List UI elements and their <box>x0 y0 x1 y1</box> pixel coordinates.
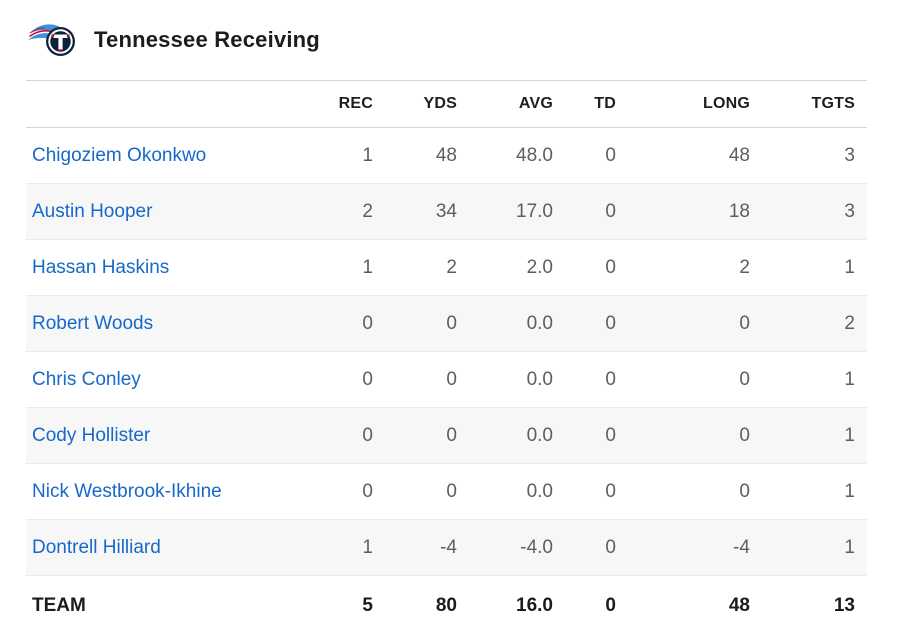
player-link[interactable]: Dontrell Hilliard <box>32 536 161 558</box>
page-title: Tennessee Receiving <box>94 27 320 52</box>
stat-cell: 0.0 <box>526 424 553 446</box>
column-header-player <box>26 81 326 128</box>
team-stat-cell: 5 <box>362 594 373 616</box>
column-header-td: TD <box>594 95 616 112</box>
player-link[interactable]: Nick Westbrook-Ikhine <box>32 480 222 502</box>
stat-cell: 0 <box>739 480 750 502</box>
stat-cell: 0 <box>605 144 616 166</box>
stat-cell: 2 <box>446 256 457 278</box>
column-header-avg: AVG <box>518 95 553 112</box>
stat-cell: 0 <box>605 368 616 390</box>
stat-cell: 0 <box>362 312 373 334</box>
stat-cell: 1 <box>844 480 855 502</box>
stat-cell: 1 <box>362 144 373 166</box>
table-row: Hassan Haskins 1 2 2.0 0 2 1 <box>26 240 867 296</box>
table-row: Chris Conley 0 0 0.0 0 0 1 <box>26 352 867 408</box>
tennessee-titans-logo-icon <box>28 24 75 56</box>
stat-cell: 3 <box>844 200 855 222</box>
player-link[interactable]: Chris Conley <box>32 368 141 390</box>
team-label: TEAM <box>32 594 86 616</box>
team-stat-cell: 0 <box>605 594 616 616</box>
table-row: Nick Westbrook-Ikhine 0 0 0.0 0 0 1 <box>26 464 867 520</box>
team-stat-cell: 13 <box>833 594 855 616</box>
stat-cell: 17.0 <box>516 200 553 222</box>
stat-cell: 2 <box>844 312 855 334</box>
team-stat-cell: 48 <box>728 594 750 616</box>
stat-cell: 0 <box>739 312 750 334</box>
stat-cell: 0 <box>605 536 616 558</box>
stat-cell: 0 <box>446 480 457 502</box>
stat-cell: 0 <box>739 368 750 390</box>
stat-cell: 1 <box>844 536 855 558</box>
stat-cell: 48.0 <box>516 144 553 166</box>
player-link[interactable]: Austin Hooper <box>32 200 153 222</box>
player-link[interactable]: Cody Hollister <box>32 424 151 446</box>
stat-cell: 0.0 <box>526 312 553 334</box>
column-header-yds: YDS <box>423 95 457 112</box>
player-link[interactable]: Hassan Haskins <box>32 256 170 278</box>
stat-cell: 0 <box>362 368 373 390</box>
stat-cell: 0 <box>739 424 750 446</box>
column-header-long: LONG <box>702 95 750 112</box>
stat-cell: 1 <box>844 256 855 278</box>
stat-cell: 0.0 <box>526 368 553 390</box>
stat-cell: 0 <box>362 424 373 446</box>
stat-cell: 0 <box>605 480 616 502</box>
stat-cell: 0 <box>605 256 616 278</box>
stat-cell: 0 <box>446 424 457 446</box>
stat-cell: 0 <box>605 200 616 222</box>
table-row: Cody Hollister 0 0 0.0 0 0 1 <box>26 407 867 464</box>
stat-cell: 2 <box>739 256 750 278</box>
table-row: Robert Woods 0 0 0.0 0 0 2 <box>26 295 867 352</box>
team-totals-row: TEAM 5 80 16.0 0 48 13 <box>26 576 867 636</box>
stat-cell: 2 <box>362 200 373 222</box>
stat-cell: 0 <box>446 368 457 390</box>
stat-cell: 48 <box>435 144 457 166</box>
stat-cell: 0.0 <box>526 480 553 502</box>
player-link[interactable]: Chigoziem Okonkwo <box>32 144 207 166</box>
stat-cell: 0 <box>446 312 457 334</box>
table-row: Austin Hooper 2 34 17.0 0 18 3 <box>26 183 867 240</box>
stat-cell: 34 <box>435 200 457 222</box>
table-header-row: REC YDS AVG TD LONG TGTS <box>26 80 867 128</box>
team-stat-cell: 80 <box>435 594 457 616</box>
table-row: Chigoziem Okonkwo 1 48 48.0 0 48 3 <box>26 128 867 184</box>
stat-cell: 1 <box>844 368 855 390</box>
stat-cell: -4 <box>733 536 750 558</box>
stat-cell: 1 <box>362 536 373 558</box>
stat-cell: 0 <box>605 424 616 446</box>
stat-cell: 0 <box>362 480 373 502</box>
stat-cell: 1 <box>362 256 373 278</box>
stat-cell: 0 <box>605 312 616 334</box>
stat-cell: 1 <box>844 424 855 446</box>
stat-cell: 3 <box>844 144 855 166</box>
stat-cell: -4.0 <box>520 536 553 558</box>
column-header-tgts: TGTS <box>811 95 855 112</box>
column-header-rec: REC <box>338 95 373 112</box>
stat-cell: -4 <box>440 536 457 558</box>
stat-cell: 48 <box>728 144 750 166</box>
player-link[interactable]: Robert Woods <box>32 312 154 334</box>
stat-cell: 2.0 <box>526 256 553 278</box>
team-stat-cell: 16.0 <box>516 594 553 616</box>
stat-cell: 18 <box>728 200 750 222</box>
table-row: Dontrell Hilliard 1 -4 -4.0 0 -4 1 <box>26 519 867 576</box>
receiving-stats-table: REC YDS AVG TD LONG TGTS Chigoziem Okonk… <box>26 80 867 636</box>
section-header: Tennessee Receiving <box>0 0 904 80</box>
